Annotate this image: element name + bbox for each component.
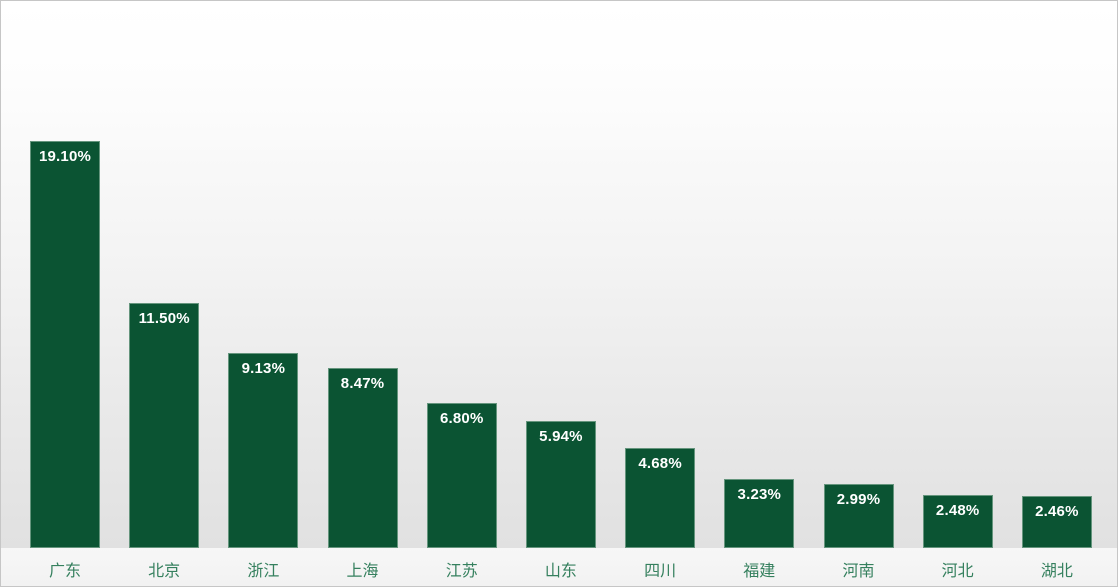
bar: 8.47% [291, 367, 459, 570]
plot-area: 19.10% 11.50% 9.13% 8.47% 6.80% 5.94% 4.68% 3.2… [1, 1, 1117, 570]
bar: 2.99% [787, 484, 955, 570]
x-axis-label-row: 广东 北京 浙江 上海 江苏 山东 四川 福建 河南 河北 湖北 [30, 548, 1092, 586]
bar: 3.23% [688, 479, 856, 570]
bar-value-label: 8.47% [340, 374, 385, 392]
bar-value-label: 2.99% [836, 491, 881, 509]
bar-value-label: 2.46% [1035, 502, 1079, 520]
bar-value-label: 9.13% [241, 360, 286, 378]
x-axis-label: 河北 [941, 561, 974, 580]
x-axis-label: 山东 [544, 561, 577, 580]
bar: 9.13% [192, 353, 360, 570]
bar-value-label: 3.23% [737, 486, 782, 504]
x-axis-label: 四川 [644, 561, 677, 580]
bar: 11.50% [93, 302, 261, 570]
x-axis-label: 福建 [743, 561, 776, 580]
x-axis-label: 江苏 [445, 561, 478, 580]
bar-value-label: 6.80% [439, 410, 484, 428]
x-axis-strip: 广东 北京 浙江 上海 江苏 山东 四川 福建 河南 河北 湖北 [1, 548, 1117, 586]
bar: 2.48% [886, 495, 1054, 570]
bar: 2.46% [985, 495, 1117, 570]
bar-value-label: 11.50% [138, 309, 190, 327]
bar: 5.94% [489, 421, 657, 570]
x-axis-label: 河南 [842, 561, 875, 580]
bar: 6.80% [390, 403, 558, 570]
x-axis-label: 浙江 [247, 561, 280, 580]
bar-value-label: 19.10% [38, 148, 92, 165]
x-axis-label: 湖北 [1040, 561, 1073, 580]
x-axis-label: 广东 [48, 561, 81, 580]
bar: 19.10% [1, 141, 161, 570]
x-axis-label: 北京 [148, 561, 181, 580]
x-axis-label: 上海 [346, 561, 379, 580]
bar-value-label: 2.48% [935, 502, 980, 520]
bar: 4.68% [589, 448, 757, 570]
bar-value-label: 4.68% [638, 455, 682, 473]
bar-value-label: 5.94% [539, 428, 583, 446]
